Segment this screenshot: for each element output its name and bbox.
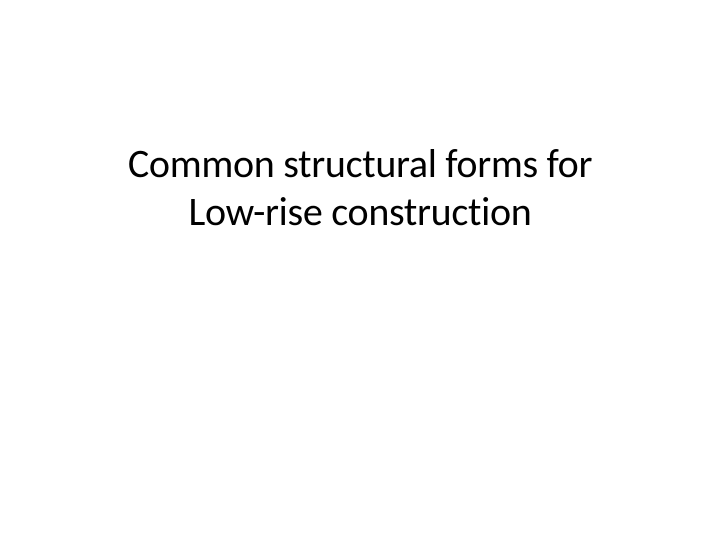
title-line-2: Low-rise construction <box>128 188 592 236</box>
slide-container: Common structural forms for Low-rise con… <box>0 0 720 540</box>
title-line-1: Common structural forms for <box>128 140 592 188</box>
slide-title: Common structural forms for Low-rise con… <box>128 140 592 236</box>
